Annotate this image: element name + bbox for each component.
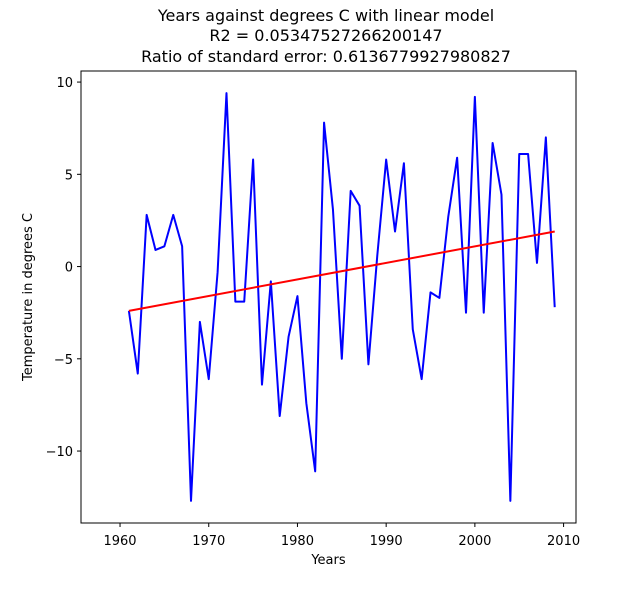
y-tick-label: −5 (54, 353, 73, 368)
x-tick-label: 1960 (103, 534, 136, 549)
x-axis-label: Years (310, 553, 346, 568)
plot-frame (80, 70, 577, 524)
chart-title-line-1: Years against degrees C with linear mode… (157, 6, 494, 25)
y-tick-label: −10 (46, 445, 73, 460)
tick-layer: 1960 1970 1980 1990 2000 2010 −10 −5 0 5 10 (46, 76, 581, 549)
x-tick-label: 2000 (458, 534, 491, 549)
linear-model-line (128, 230, 555, 312)
y-tick-label: 0 (65, 261, 73, 276)
temperature-series-line (127, 92, 556, 502)
y-tick-label: 5 (65, 168, 73, 183)
chart-title-line-3: Ratio of standard error: 0.6136779927980… (141, 47, 511, 66)
x-tick-label: 1980 (281, 534, 314, 549)
y-axis-label: Temperature in degrees C (21, 213, 36, 382)
series-layer (127, 92, 556, 502)
chart-title-line-2: R2 = 0.05347527266200147 (209, 26, 442, 45)
x-tick-label: 2010 (547, 534, 580, 549)
x-tick-label: 1970 (192, 534, 225, 549)
y-tick-label: 10 (56, 76, 73, 91)
x-tick-label: 1990 (370, 534, 403, 549)
